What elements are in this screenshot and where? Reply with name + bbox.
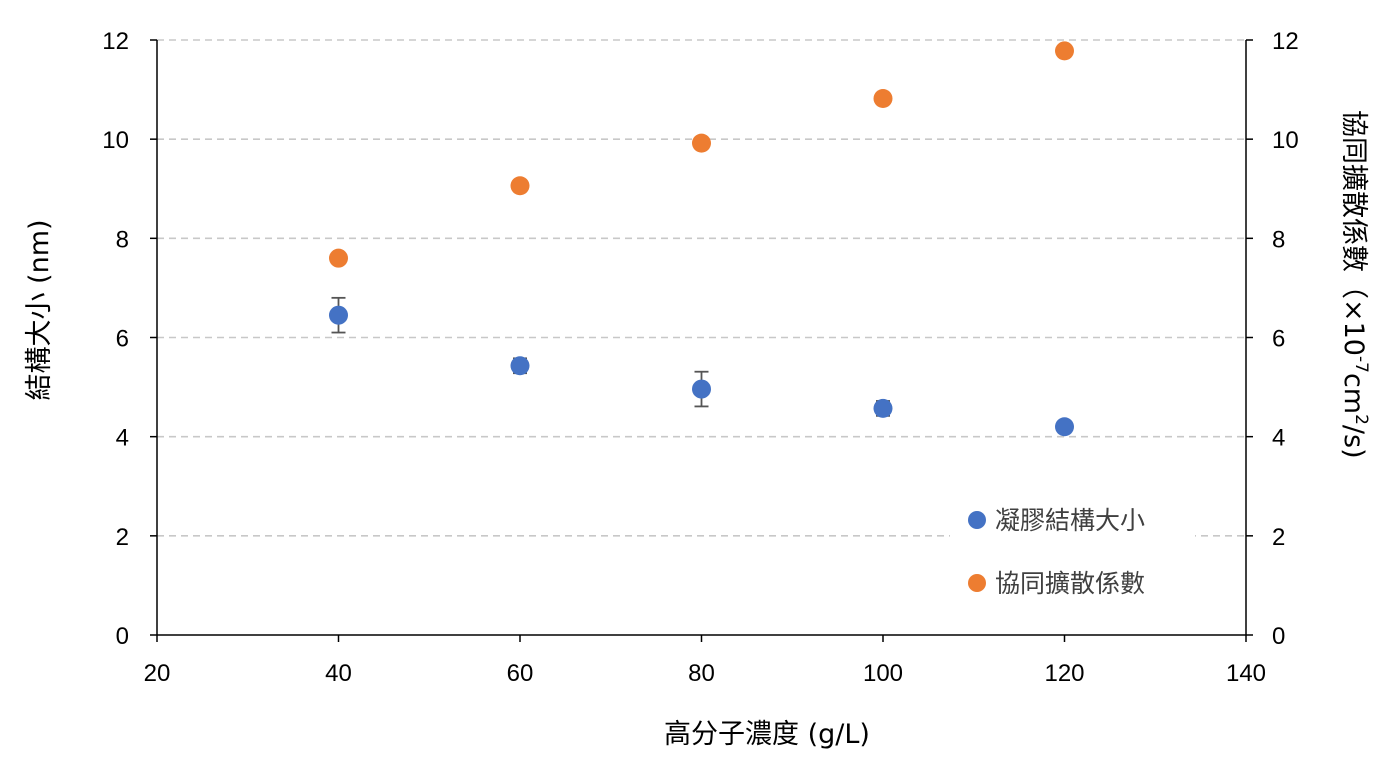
legend-label-diffusion: 協同擴散係數 — [995, 569, 1145, 598]
x-axis-title: 高分子濃度 (g/L) — [664, 719, 870, 750]
gridlines — [157, 39, 1246, 537]
data-series — [329, 41, 1074, 437]
point-s1-4 — [1055, 41, 1074, 61]
y-right-tick-label-8: 8 — [1272, 226, 1285, 253]
y-left-tick-label-2: 2 — [116, 524, 129, 551]
y-right-axis-title: 協同擴散係數（×10-7cm2/s) — [1338, 110, 1371, 459]
y-right-tick-label-6: 6 — [1272, 326, 1285, 353]
x-tick-label-100: 100 — [863, 660, 903, 687]
y-right-tick-label-12: 12 — [1272, 28, 1299, 55]
y-right-tick-label-4: 4 — [1272, 425, 1285, 452]
y-left-tick-label-0: 0 — [116, 623, 129, 650]
legend-label-gel-size: 凝膠結構大小 — [995, 506, 1145, 535]
legend-marker-gel-size — [968, 511, 986, 529]
point-s1-3 — [873, 89, 893, 109]
x-tick-label-80: 80 — [688, 660, 715, 687]
y-right-title-main: 協同擴散係數（×10 — [1338, 110, 1369, 356]
point-s1-1 — [510, 176, 530, 196]
y-right-tick-label-0: 0 — [1272, 623, 1285, 650]
y-right-title-unit-exponent: 2 — [1351, 414, 1371, 425]
point-s0-0 — [329, 305, 348, 325]
legend: 凝膠結構大小 協同擴散係數 — [950, 500, 1195, 620]
y-right-title-tail: /s) — [1338, 425, 1369, 459]
point-s0-1 — [510, 356, 530, 376]
y-left-tick-label-10: 10 — [102, 127, 129, 154]
y-left-axis-title: 結構大小 (nm) — [24, 219, 55, 400]
point-s1-2 — [692, 133, 711, 153]
x-tick-label-60: 60 — [507, 660, 534, 687]
point-s0-3 — [873, 398, 893, 418]
x-tick-label-120: 120 — [1044, 660, 1084, 687]
legend-background — [950, 500, 1195, 620]
y-left-tick-label-8: 8 — [116, 226, 129, 253]
y-right-title-exponent: -7 — [1351, 356, 1371, 373]
y-right-tick-label-10: 10 — [1272, 127, 1299, 154]
axes — [150, 39, 1253, 642]
point-s0-4 — [1055, 417, 1074, 437]
point-s1-0 — [329, 248, 348, 268]
x-tick-label-140: 140 — [1226, 660, 1266, 687]
point-s0-2 — [692, 379, 711, 399]
y-left-tick-label-12: 12 — [102, 28, 129, 55]
y-right-tick-label-2: 2 — [1272, 524, 1285, 551]
legend-marker-diffusion — [968, 574, 986, 592]
x-tick-label-40: 40 — [325, 660, 352, 687]
y-left-tick-label-4: 4 — [116, 425, 129, 452]
y-right-title-unit: cm — [1338, 373, 1369, 414]
x-tick-label-20: 20 — [144, 660, 171, 687]
y-left-tick-label-6: 6 — [116, 326, 129, 353]
